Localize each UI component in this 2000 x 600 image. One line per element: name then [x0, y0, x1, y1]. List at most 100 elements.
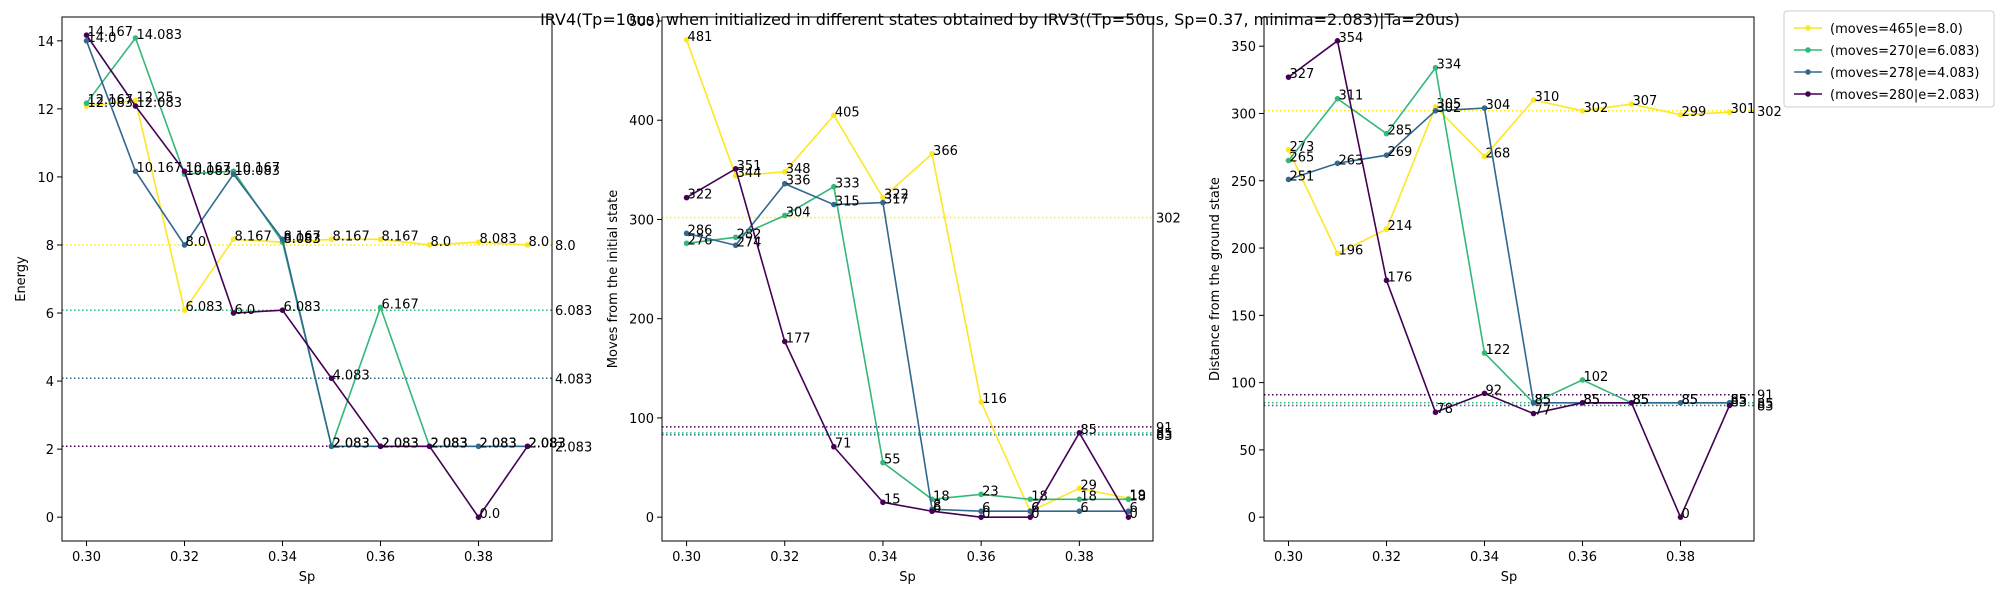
moves-data-label: 322 [688, 188, 713, 203]
moves-data-label: 23 [982, 484, 999, 499]
moves-data-point [781, 212, 788, 219]
figure-title: IRV4(Tp=10us) when initialized in differ… [540, 10, 1460, 29]
moves-y-tick-label: 100 [629, 412, 654, 427]
moves-data-label: 0 [982, 507, 990, 522]
energy-data-label: 12.083 [137, 96, 183, 111]
distance-data-label: 251 [1290, 169, 1315, 184]
distance-data-label: 85 [1731, 393, 1748, 408]
moves-data-label: 333 [835, 177, 860, 192]
moves-data-label: 348 [786, 162, 811, 177]
distance-data-point [1285, 176, 1292, 183]
distance-data-label: 85 [1633, 393, 1650, 408]
distance-data-point [1334, 250, 1341, 257]
energy-y-tick-label: 10 [37, 171, 54, 186]
energy-data-label: 2.083 [333, 436, 370, 451]
moves-data-label: 18 [1129, 489, 1146, 504]
energy-data-label: 8.0 [431, 235, 452, 250]
energy-data-point [328, 443, 335, 450]
moves-data-label: 286 [688, 223, 713, 238]
energy-data-label: 14.083 [137, 28, 183, 43]
energy-data-point [279, 236, 286, 243]
distance-data-point [1579, 400, 1586, 406]
energy-data-label: 10.083 [186, 164, 232, 179]
moves-x-axis-label: Sp [899, 570, 916, 585]
distance-data-label: 268 [1486, 147, 1511, 162]
energy-series-line [85, 34, 529, 519]
moves-data-point [1027, 508, 1034, 515]
energy-data-label: 2.083 [382, 436, 419, 451]
moves-ref-label: 91 [1156, 421, 1173, 436]
moves-data-point [781, 180, 788, 187]
moves-data-point [1027, 514, 1034, 520]
legend-marker [1805, 25, 1811, 31]
legend-marker [1805, 91, 1811, 97]
energy-data-label: 4.083 [333, 368, 370, 383]
energy-data-label: 8.167 [235, 229, 272, 244]
energy-data-label: 6.083 [284, 300, 321, 315]
energy-data-point [475, 443, 482, 450]
distance-data-label: 85 [1682, 393, 1699, 408]
energy-x-tick-label: 0.34 [268, 550, 297, 565]
moves-ref-label: 302 [1156, 211, 1181, 226]
energy-data-label: 8.0 [186, 235, 207, 250]
distance-ref-label: 85 [1757, 397, 1774, 412]
distance-data-point [1334, 95, 1341, 102]
distance-data-point [1432, 103, 1439, 110]
moves-x-tick-label: 0.32 [770, 550, 799, 565]
distance-data-label: 85 [1535, 393, 1552, 408]
moves-data-point [683, 240, 690, 247]
distance-x-tick-label: 0.38 [1666, 550, 1695, 565]
energy-y-tick-label: 14 [37, 35, 54, 50]
energy-data-point [132, 103, 139, 109]
moves-data-label: 71 [835, 437, 852, 452]
energy-x-tick-label: 0.36 [366, 550, 395, 565]
distance-data-label: 302 [1584, 101, 1609, 116]
energy-data-label: 8.0 [529, 235, 550, 250]
moves-y-axis-label: Moves from the initial state [606, 190, 621, 368]
legend-entry: (moves=270|e=6.083) [1830, 44, 1979, 59]
energy-data-point [328, 375, 335, 382]
moves-series-line [686, 182, 1129, 513]
moves-data-point [880, 199, 886, 206]
distance-data-label: 122 [1486, 343, 1511, 358]
energy-data-label: 8.083 [284, 232, 321, 247]
distance-data-point [1285, 147, 1292, 153]
moves-data-point [929, 508, 935, 515]
energy-data-point [230, 171, 237, 177]
moves-data-label: 304 [786, 205, 811, 220]
legend-box [1783, 10, 1995, 108]
energy-y-tick-label: 0 [46, 511, 54, 526]
energy-data-label: 8.083 [284, 232, 321, 247]
moves-data-point [880, 499, 886, 506]
distance-data-point [1726, 109, 1733, 115]
distance-data-label: 83 [1731, 395, 1748, 410]
energy-data-point [181, 168, 188, 175]
distance-data-label: 85 [1584, 393, 1601, 408]
moves-data-label: 15 [884, 492, 901, 507]
distance-data-point [1530, 400, 1537, 406]
energy-y-axis-label: Energy [14, 256, 29, 302]
legend-entry: (moves=465|e=8.0) [1830, 22, 1963, 37]
distance-data-point [1383, 130, 1390, 137]
energy-data-point [426, 443, 433, 450]
legend-entry: (moves=278|e=4.083) [1830, 66, 1979, 81]
distance-data-label: 78 [1437, 402, 1454, 417]
energy-y-tick-label: 2 [46, 443, 54, 458]
distance-y-axis-label: Distance from the ground state [1208, 177, 1223, 381]
distance-data-label: 92 [1486, 383, 1503, 398]
moves-data-label: 366 [933, 144, 958, 159]
distance-data-label: 311 [1339, 89, 1364, 104]
distance-data-label: 196 [1339, 243, 1364, 258]
energy-series-line [86, 99, 528, 313]
moves-data-point [781, 338, 788, 345]
energy-data-point [83, 32, 90, 38]
energy-data-label: 2.083 [431, 436, 468, 451]
energy-y-tick-label: 4 [46, 375, 54, 390]
distance-x-tick-label: 0.36 [1568, 550, 1597, 565]
moves-data-label: 8 [933, 499, 941, 514]
distance-data-label: 85 [1731, 393, 1748, 408]
moves-data-point [1125, 514, 1132, 520]
energy-data-label: 14.167 [88, 25, 134, 40]
